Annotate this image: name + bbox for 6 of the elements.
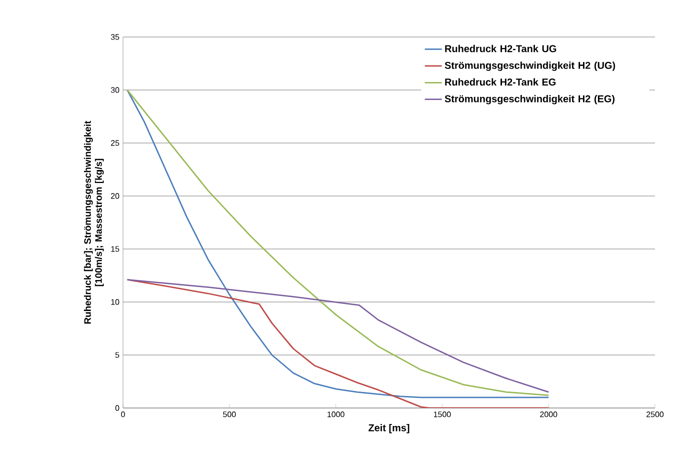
y-axis-title: Ruhedruck [bar]; Strömungsgeschwindigkeit [100m/s]; Massestrom [kg/s]: [84, 120, 104, 324]
legend-label: Strömungsgeschwindigkeit H2 (UG): [444, 62, 616, 71]
legend-label: Ruhedruck H2-Tank EG: [445, 78, 556, 86]
x-axis-title: Zeit [ms]: [368, 424, 410, 434]
legend-label: Strömungsgeschwindigkeit H2 (EG): [444, 94, 615, 104]
legend-label: Ruhedruck H2-Tank UG: [445, 44, 556, 52]
